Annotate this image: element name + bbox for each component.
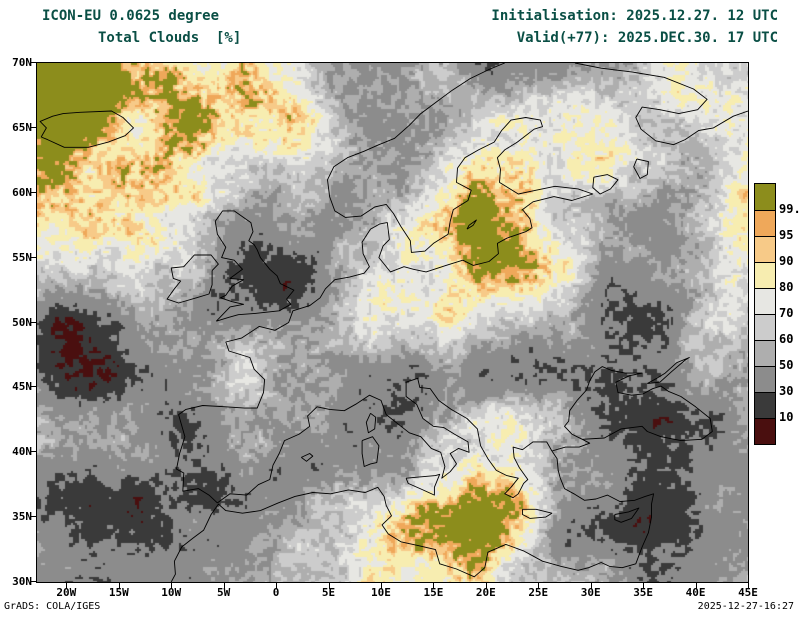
coastline-path-15: [574, 63, 748, 146]
colorbar-segment-4: [755, 288, 775, 314]
variable-title: Total Clouds [%]: [98, 30, 242, 46]
coastline-path-5: [214, 210, 295, 322]
lon-label-10E: 10E: [371, 586, 391, 599]
lon-tick-45E: [748, 583, 749, 589]
colorbar-segment-8: [755, 392, 775, 418]
initialisation-label: Initialisation: 2025.12.27. 12 UTC: [491, 8, 778, 24]
coastline-path-14: [466, 219, 477, 230]
colorbar-label-50: 50: [779, 358, 794, 372]
lon-label-30E: 30E: [580, 586, 601, 599]
lat-label-35N: 35N: [12, 510, 32, 524]
coastline-path-10: [405, 473, 441, 496]
colorbar-segment-5: [755, 314, 775, 340]
colorbar-segment-3: [755, 262, 775, 288]
lon-tick-15E: [433, 583, 435, 589]
coastline-path-16: [592, 174, 619, 195]
colorbar-segment-1: [755, 210, 775, 236]
colorbar-segment-2: [755, 236, 775, 262]
lon-tick-25E: [538, 583, 540, 589]
lon-label-35E: 35E: [633, 586, 654, 599]
coastline-path-2: [170, 450, 655, 582]
lat-label-60N: 60N: [12, 185, 32, 199]
colorbar-segment-0: [755, 184, 775, 210]
lon-label-15W: 15W: [108, 586, 129, 599]
colorbar: [754, 183, 776, 445]
lat-label-45N: 45N: [12, 380, 32, 394]
colorbar-label-90: 90: [779, 254, 794, 268]
lat-label-50N: 50N: [12, 315, 32, 329]
lon-label-20W: 20W: [56, 586, 77, 599]
lon-label-5E: 5E: [321, 586, 336, 599]
lon-tick-5W: [223, 583, 225, 589]
coastline-path-3: [551, 366, 713, 452]
lon-label-40E: 40E: [685, 586, 706, 599]
lon-label-45E: 45E: [738, 586, 758, 599]
colorbar-segment-9: [755, 418, 775, 444]
coastline-path-9: [361, 436, 380, 467]
colorbar-segment-6: [755, 340, 775, 366]
lon-label-5W: 5W: [217, 586, 231, 599]
valid-time-label: Valid(+77): 2025.DEC.30. 17 UTC: [516, 30, 778, 46]
lat-label-30N: 30N: [12, 575, 32, 588]
lat-label-65N: 65N: [12, 120, 32, 134]
lat-label-70N: 70N: [12, 56, 32, 69]
lon-label-15E: 15E: [423, 586, 444, 599]
coastline-path-1: [217, 377, 553, 504]
lon-label-20E: 20E: [475, 586, 496, 599]
colorbar-label-70: 70: [779, 306, 794, 320]
plot-timestamp: 2025-12-27-16:27: [697, 601, 794, 612]
lon-tick-40E: [695, 583, 697, 589]
lon-label-25E: 25E: [528, 586, 549, 599]
grads-credit: GrADS: COLA/IGES: [4, 601, 101, 612]
coastline-overlay: [39, 63, 748, 582]
colorbar-segment-7: [755, 366, 775, 392]
colorbar-label-99.5: 99.5: [779, 202, 800, 216]
coastline-path-6: [166, 254, 219, 304]
cloud-field-raster: [37, 63, 748, 582]
lon-tick-35E: [643, 583, 645, 589]
model-title: ICON-EU 0.0625 degree: [42, 8, 220, 24]
coastline-path-4: [647, 357, 690, 384]
colorbar-label-30: 30: [779, 384, 794, 398]
lon-label-10W: 10W: [161, 586, 182, 599]
coastline-path-17: [633, 158, 649, 179]
coastline-path-0: [176, 63, 594, 504]
coastline-path-7: [39, 110, 134, 148]
coastline-path-8: [365, 412, 377, 434]
coastline-path-11: [522, 508, 553, 519]
lon-tick-5E: [328, 583, 330, 589]
colorbar-label-80: 80: [779, 280, 794, 294]
lon-tick-10E: [380, 583, 382, 589]
lat-label-40N: 40N: [12, 445, 32, 459]
lon-tick-0: [276, 583, 278, 589]
colorbar-label-95: 95: [779, 228, 794, 242]
lon-tick-30E: [590, 583, 592, 589]
lon-label-0: 0: [272, 586, 280, 599]
colorbar-label-60: 60: [779, 332, 794, 346]
map-plot-frame: [36, 62, 749, 583]
colorbar-label-10: 10: [779, 410, 794, 424]
lon-tick-20W: [66, 583, 68, 589]
lon-tick-20E: [485, 583, 487, 589]
coastline-path-12: [614, 507, 640, 523]
lon-tick-15W: [118, 583, 120, 589]
lat-label-55N: 55N: [12, 250, 32, 264]
coastline-path-13: [301, 453, 314, 462]
lon-tick-10W: [171, 583, 173, 589]
